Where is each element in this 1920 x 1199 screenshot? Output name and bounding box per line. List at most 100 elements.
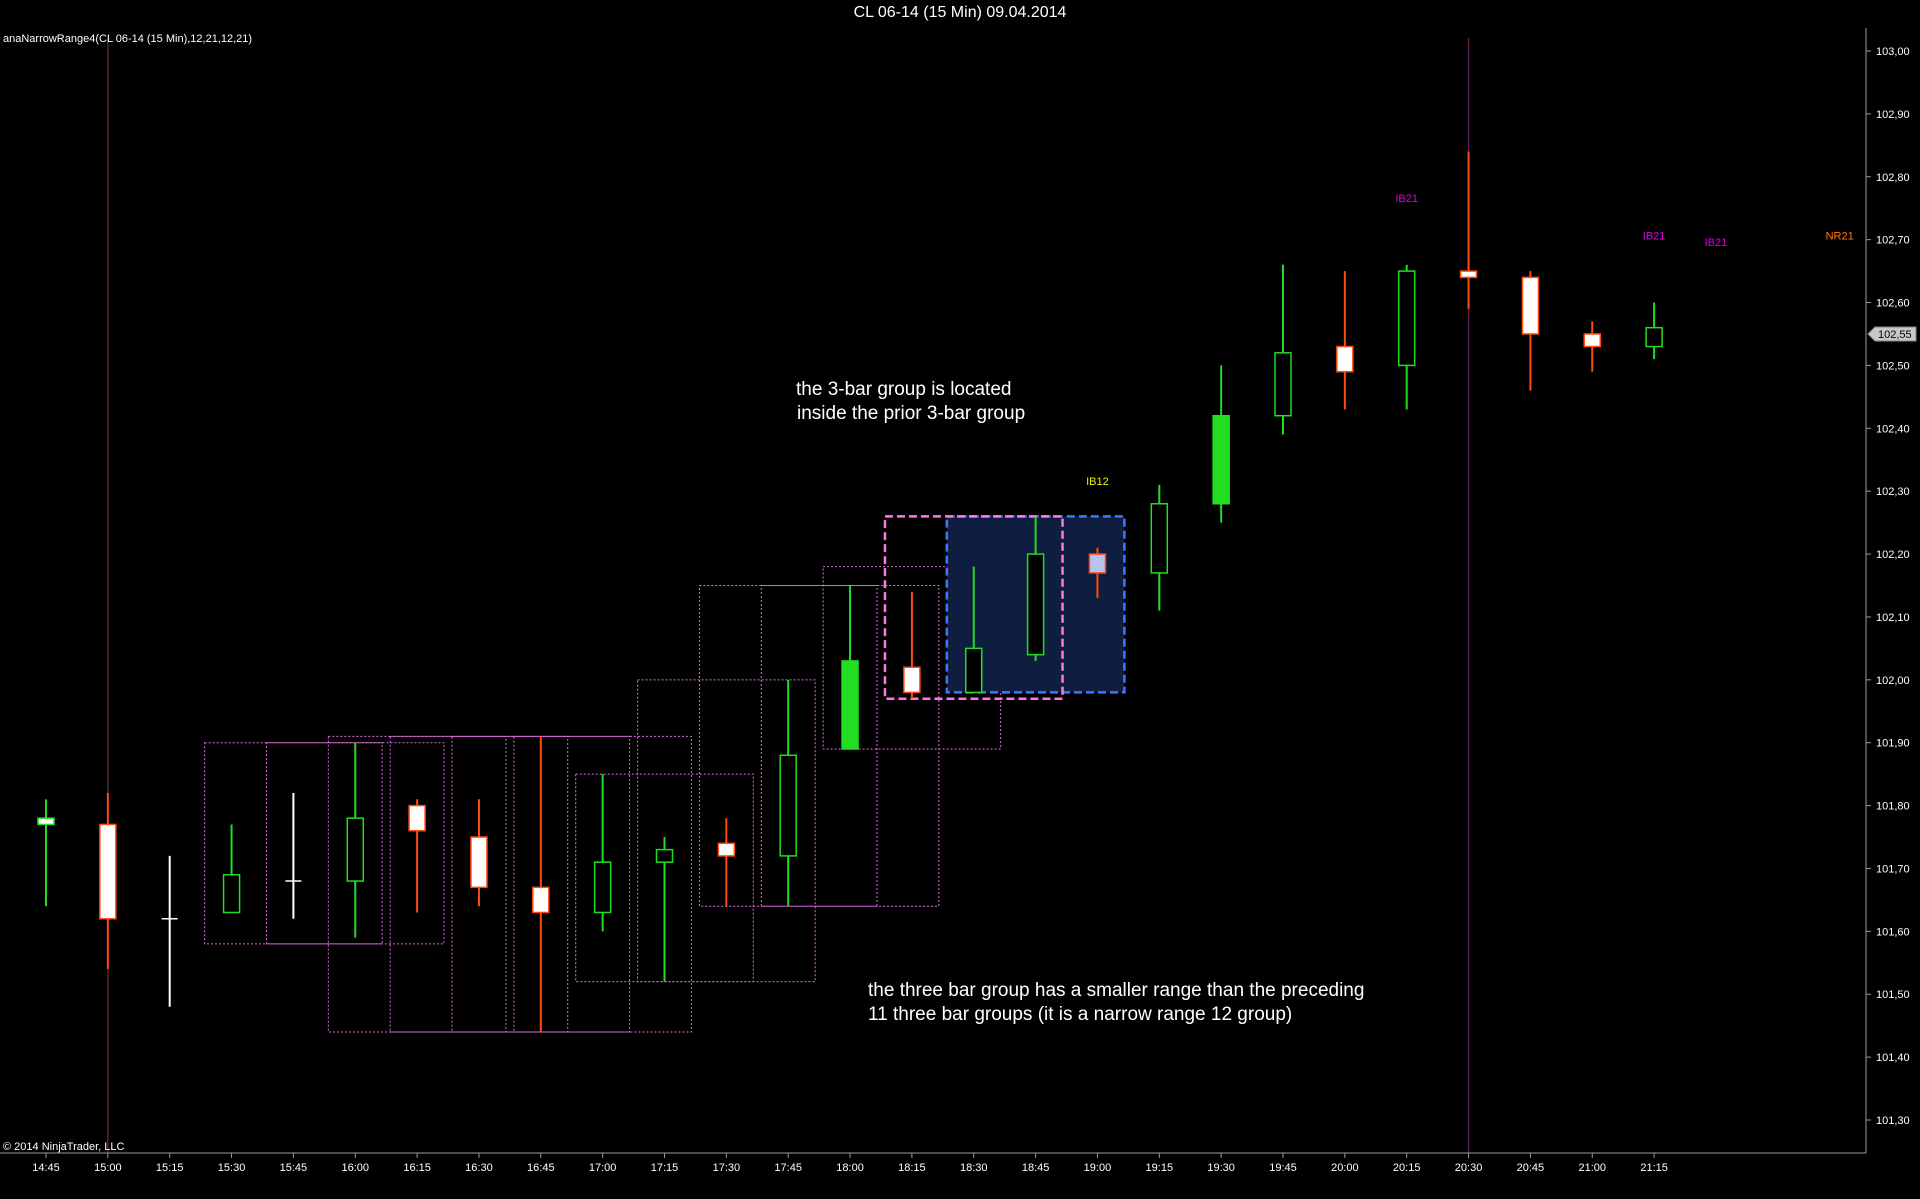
candle <box>841 585 859 750</box>
candle-body <box>593 861 612 914</box>
indicator-label: anaNarrowRange4(CL 06-14 (15 Min),12,21,… <box>3 33 252 45</box>
axes: 103,00 102,90 102,80 102,70 102,60 102,50 102,… <box>0 28 1917 1174</box>
candle <box>1026 516 1045 661</box>
x-tick-label: 20:45 <box>1517 1162 1545 1174</box>
y-tick-label: 102,80 <box>1876 172 1910 184</box>
candles <box>37 151 1663 1032</box>
candle <box>1397 264 1416 410</box>
x-tick-label: 21:00 <box>1578 1162 1606 1174</box>
group-box <box>389 735 569 1033</box>
x-tick-label: 15:30 <box>218 1162 246 1174</box>
x-tick-label: 17:15 <box>651 1162 679 1174</box>
y-tick-label: 102,10 <box>1876 612 1910 624</box>
annotation-line: the three bar group has a smaller range … <box>868 980 1364 1001</box>
candle-body <box>222 874 241 914</box>
y-tick-label: 102,50 <box>1876 360 1910 372</box>
candle <box>408 799 426 913</box>
signal-label: IB12 <box>1086 476 1109 488</box>
x-tick-label: 19:30 <box>1207 1162 1235 1174</box>
copyright-text: © 2014 NinjaTrader, LLC <box>3 1141 124 1153</box>
candle-body <box>1583 333 1601 348</box>
x-tick-label: 18:15 <box>898 1162 926 1174</box>
last-price-label: 102,55 <box>1878 329 1912 341</box>
x-tick-label: 20:15 <box>1393 1162 1421 1174</box>
y-tick-label: 101,80 <box>1876 801 1910 813</box>
y-tick-label: 102,60 <box>1876 298 1910 310</box>
x-tick-label: 18:45 <box>1022 1162 1050 1174</box>
group-box <box>327 735 507 1033</box>
candle <box>346 742 364 938</box>
y-tick-label: 102,20 <box>1876 549 1910 561</box>
x-tick-label: 15:00 <box>94 1162 122 1174</box>
group-box <box>698 585 878 907</box>
candle-body <box>655 848 674 863</box>
candle-body <box>779 754 797 857</box>
candle <box>1150 484 1169 611</box>
x-tick-label: 17:00 <box>589 1162 617 1174</box>
candle-body <box>346 817 364 882</box>
x-tick-label: 16:15 <box>403 1162 431 1174</box>
y-tick-label: 101,70 <box>1876 863 1910 875</box>
candle-body <box>37 817 55 826</box>
candle-body <box>1397 270 1416 367</box>
candle-body <box>1088 553 1107 574</box>
candle <box>161 855 178 1007</box>
candle-body <box>903 666 921 694</box>
last-price-tag <box>1867 326 1917 342</box>
signal-label: IB21 <box>1643 231 1666 243</box>
x-tick-label: 16:45 <box>527 1162 555 1174</box>
candle <box>285 793 302 919</box>
annotation-line: the 3-bar group is located <box>796 379 1011 400</box>
y-tick-label: 102,40 <box>1876 423 1910 435</box>
x-tick-label: 16:30 <box>465 1162 493 1174</box>
annotations: the 3-bar group is located inside the pri… <box>796 379 1364 1025</box>
y-tick-label: 101,30 <box>1876 1115 1910 1127</box>
group-box <box>513 735 692 1033</box>
candle-body <box>841 660 859 750</box>
candle-body <box>1212 414 1230 505</box>
highlight-prior-group <box>883 515 1064 700</box>
candle <box>1274 264 1292 435</box>
candle <box>222 824 241 914</box>
x-tick-label: 15:45 <box>280 1162 308 1174</box>
x-tick-label: 17:30 <box>713 1162 741 1174</box>
title-bar: CL 06-14 (15 Min) 09.04.2014 <box>0 0 1920 28</box>
candle <box>37 799 55 907</box>
y-tick-label: 102,90 <box>1876 109 1910 121</box>
candle <box>1088 547 1107 599</box>
x-tick-label: 14:45 <box>32 1162 60 1174</box>
candle <box>717 818 736 907</box>
y-tick-label: 101,60 <box>1876 926 1910 938</box>
candle-body <box>99 823 117 920</box>
candle-body <box>1521 276 1540 335</box>
candle-body <box>408 804 426 832</box>
window-title: CL 06-14 (15 Min) 09.04.2014 <box>853 4 1067 21</box>
x-tick-label: 20:00 <box>1331 1162 1359 1174</box>
x-tick-label: 19:45 <box>1269 1162 1297 1174</box>
annotation-line: inside the prior 3-bar group <box>797 403 1025 424</box>
annotation-line: 11 three bar groups (it is a narrow rang… <box>868 1004 1292 1025</box>
candle-body <box>717 842 736 857</box>
candle-body <box>1459 270 1478 279</box>
y-tick-label: 103,00 <box>1876 46 1910 58</box>
x-tick-label: 16:00 <box>341 1162 369 1174</box>
candle <box>655 837 674 982</box>
candle <box>593 774 612 932</box>
x-tick-label: 20:30 <box>1455 1162 1483 1174</box>
candle-body <box>1274 352 1292 417</box>
candle <box>1336 271 1354 410</box>
candle <box>1212 365 1230 523</box>
group-box <box>637 679 816 983</box>
y-tick-label: 102,70 <box>1876 235 1910 247</box>
y-tick-label: 101,50 <box>1876 989 1910 1001</box>
x-tick-label: 15:15 <box>156 1162 184 1174</box>
signal-label: IB21 <box>1395 193 1418 205</box>
candle <box>903 591 921 699</box>
y-tick-label: 102,30 <box>1876 486 1910 498</box>
candle-body <box>1026 553 1045 656</box>
candle-body <box>1150 503 1169 574</box>
candle-body <box>470 836 488 889</box>
candle <box>99 793 117 970</box>
x-tick-label: 17:45 <box>774 1162 802 1174</box>
